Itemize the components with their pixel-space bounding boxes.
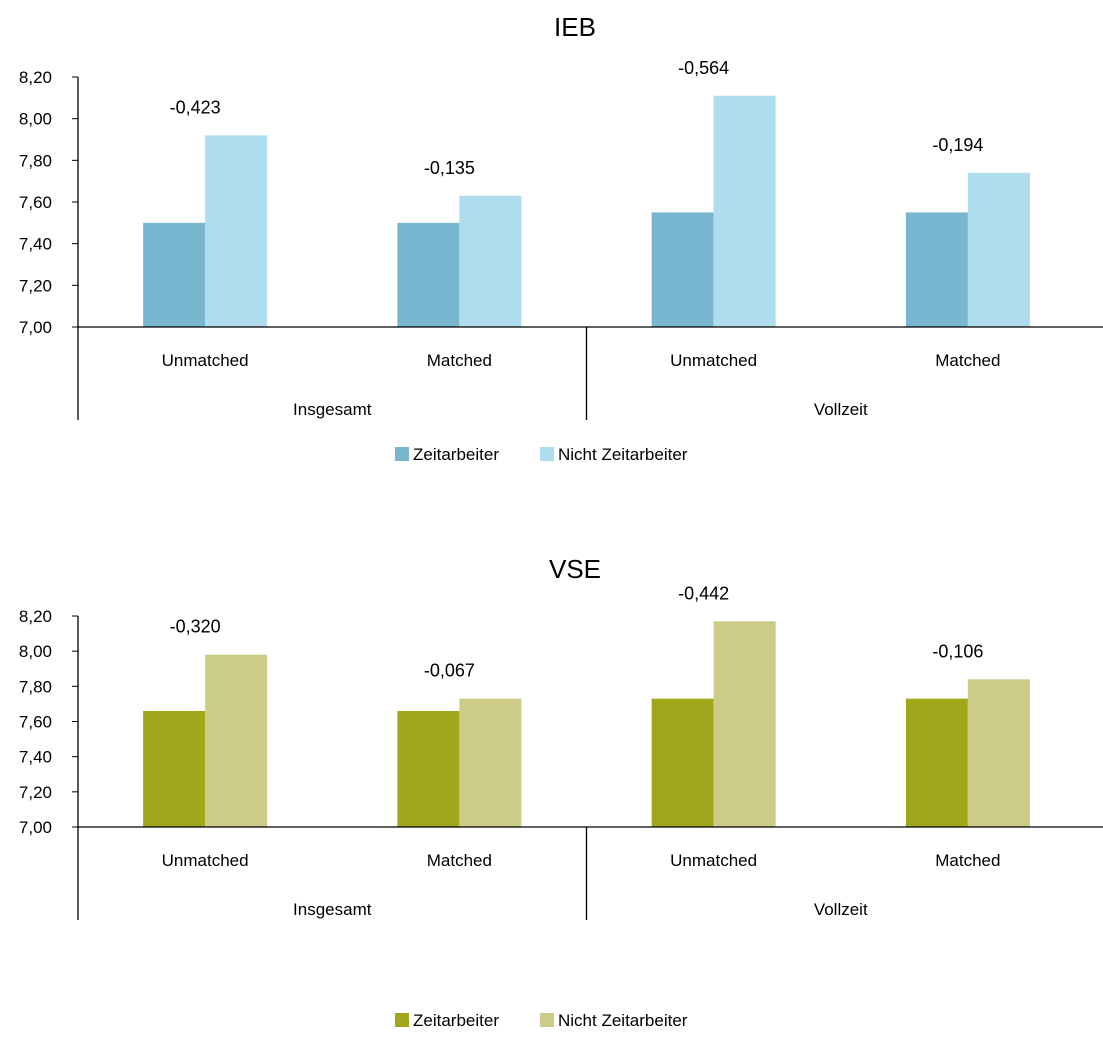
bar-zeitarbeiter (651, 698, 714, 827)
y-tick-label: 8,20 (19, 68, 52, 87)
legend-swatch-nicht-zeitarbeiter (540, 1013, 554, 1027)
bar-zeitarbeiter (143, 710, 206, 827)
y-tick-label: 7,20 (19, 276, 52, 295)
bar-nicht-zeitarbeiter (205, 654, 268, 827)
bar-nicht-zeitarbeiter (967, 679, 1030, 827)
x-category-label: Matched (427, 851, 492, 870)
legend-swatch-nicht-zeitarbeiter (540, 447, 554, 461)
x-category-label: Unmatched (162, 351, 249, 370)
y-tick-label: 7,40 (19, 748, 52, 767)
difference-label: -0,135 (424, 158, 475, 178)
difference-label: -0,423 (170, 97, 221, 117)
x-category-label: Matched (427, 351, 492, 370)
bar-zeitarbeiter (397, 222, 460, 327)
x-category-label: Matched (935, 351, 1000, 370)
difference-label: -0,194 (932, 135, 983, 155)
bar-zeitarbeiter (905, 698, 968, 827)
y-tick-label: 8,00 (19, 110, 52, 129)
chart-ieb: IEB 7,00 7,20 7,40 7,60 7,80 8,00 8,20 -0,423 Unm… (0, 0, 1103, 510)
y-tick-label: 7,00 (19, 818, 52, 837)
y-tick-label: 7,60 (19, 193, 52, 212)
difference-label: -0,442 (678, 583, 729, 603)
y-tick-label: 7,80 (19, 151, 52, 170)
chart-vse-svg: VSE 7,00 7,20 7,40 7,60 7,80 8,00 8,20 -0,320 Unm… (19, 554, 1103, 1030)
bar-nicht-zeitarbeiter (967, 172, 1030, 327)
difference-label: -0,067 (424, 661, 475, 681)
bar-nicht-zeitarbeiter (713, 621, 776, 827)
bar-nicht-zeitarbeiter (205, 135, 268, 327)
bar-nicht-zeitarbeiter (459, 698, 522, 827)
x-category-label: Unmatched (670, 851, 757, 870)
chart-title: IEB (554, 12, 596, 42)
legend-swatch-zeitarbeiter (395, 447, 409, 461)
x-category-label: Matched (935, 851, 1000, 870)
difference-label: -0,320 (170, 617, 221, 637)
x-group-label: Insgesamt (293, 400, 372, 419)
y-tick-label: 7,80 (19, 677, 52, 696)
y-tick-label: 8,20 (19, 607, 52, 626)
chart-title: VSE (549, 554, 601, 584)
y-tick-label: 8,00 (19, 642, 52, 661)
y-tick-label: 7,00 (19, 318, 52, 337)
x-category-label: Unmatched (162, 851, 249, 870)
bar-nicht-zeitarbeiter (459, 195, 522, 327)
difference-label: -0,564 (678, 58, 729, 78)
legend-swatch-zeitarbeiter (395, 1013, 409, 1027)
x-group-label: Vollzeit (814, 900, 868, 919)
chart-vse: VSE 7,00 7,20 7,40 7,60 7,80 8,00 8,20 -0,320 Unm… (0, 540, 1103, 1034)
bar-nicht-zeitarbeiter (713, 95, 776, 327)
difference-label: -0,106 (932, 641, 983, 661)
legend-label: Nicht Zeitarbeiter (558, 445, 688, 464)
y-tick-label: 7,20 (19, 783, 52, 802)
bar-zeitarbeiter (143, 222, 206, 327)
bar-zeitarbeiter (397, 710, 460, 827)
bar-zeitarbeiter (905, 212, 968, 327)
chart-ieb-svg: IEB 7,00 7,20 7,40 7,60 7,80 8,00 8,20 -0,423 Unm… (19, 12, 1103, 464)
bar-zeitarbeiter (651, 212, 714, 327)
legend-label: Nicht Zeitarbeiter (558, 1011, 688, 1030)
y-tick-label: 7,60 (19, 713, 52, 732)
x-category-label: Unmatched (670, 351, 757, 370)
legend-label: Zeitarbeiter (413, 1011, 499, 1030)
legend-label: Zeitarbeiter (413, 445, 499, 464)
x-group-label: Insgesamt (293, 900, 372, 919)
x-group-label: Vollzeit (814, 400, 868, 419)
y-tick-label: 7,40 (19, 235, 52, 254)
